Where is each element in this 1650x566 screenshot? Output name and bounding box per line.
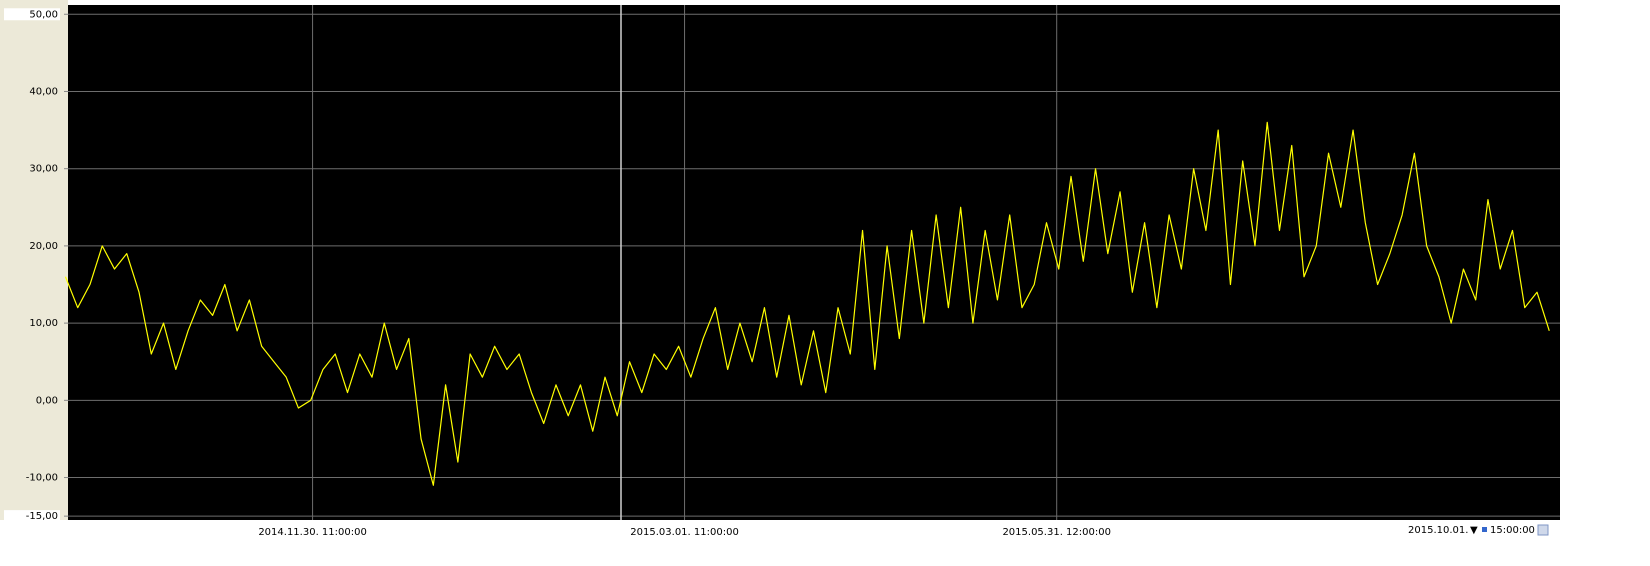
- time-spin[interactable]: [1482, 527, 1487, 532]
- y-tick-label: -10,00: [26, 473, 58, 484]
- y-axis-panel: [0, 0, 68, 520]
- axis-labels: 50,00 40,00 30,00 20,00 10,00 0,00 -10,00 -15,0…: [4, 8, 1111, 538]
- y-tick-label: -15,00: [26, 511, 58, 522]
- y-tick-label: 40,00: [29, 86, 58, 97]
- series: [64, 121, 1550, 486]
- end-date: 2015.10.01.: [1408, 525, 1468, 536]
- label-box: [4, 8, 60, 21]
- label-box: [4, 510, 60, 523]
- y-tick-label: 30,00: [29, 164, 58, 175]
- y-tick-label: 0,00: [36, 395, 58, 406]
- x-tick-label: 2014.11.30. 11:00:00: [258, 527, 367, 538]
- y-tick-label: 50,00: [29, 9, 58, 20]
- calendar-button[interactable]: [1537, 524, 1549, 536]
- y-tick-label: 20,00: [29, 241, 58, 252]
- x-tick-label: 2015.05.31. 12:00:00: [1002, 527, 1111, 538]
- y-tick-label: 10,00: [29, 318, 58, 329]
- end-time[interactable]: 15:00:00: [1490, 525, 1535, 536]
- right-margin: [1560, 0, 1650, 520]
- plot-area: [68, 5, 1560, 520]
- x-tick-label: 2015.03.01. 11:00:00: [630, 527, 739, 538]
- data-line: [64, 121, 1550, 486]
- dropdown-arrow[interactable]: ▼: [1470, 525, 1478, 536]
